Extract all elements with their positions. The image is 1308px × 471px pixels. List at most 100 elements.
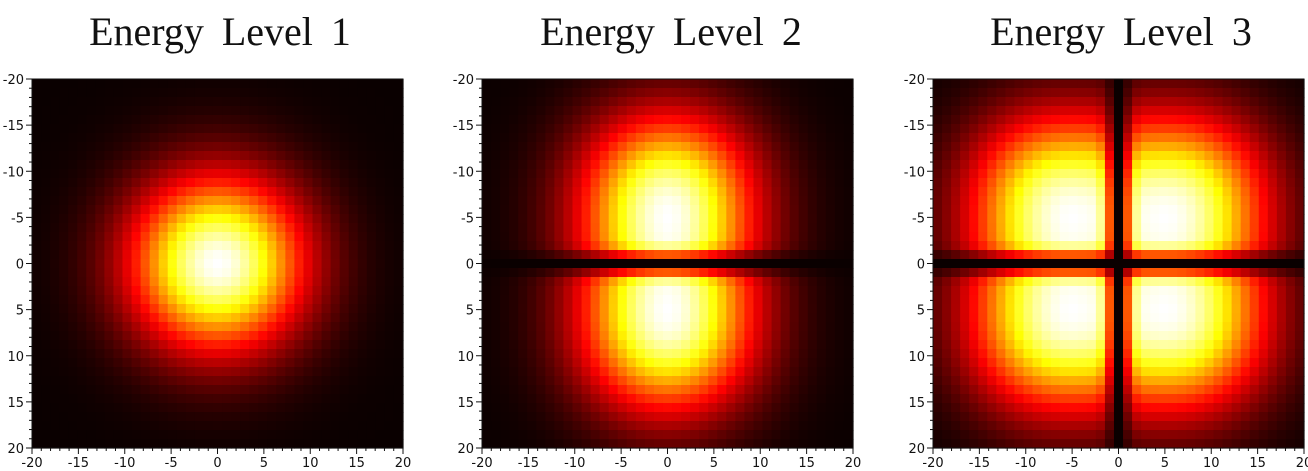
heatmap-cell (366, 178, 377, 188)
heatmap-cell (1204, 232, 1215, 242)
heatmap-cell (258, 349, 268, 359)
heatmap-cell (50, 286, 60, 296)
heatmap-cell (1285, 295, 1296, 305)
heatmap-cell (1213, 79, 1224, 89)
heatmap-cell (1059, 106, 1070, 116)
heatmap-cell (140, 277, 151, 287)
heatmap-cell (581, 79, 592, 89)
heatmap-cell (500, 196, 510, 206)
heatmap-cell (222, 430, 232, 440)
heatmap-cell (599, 88, 610, 98)
heatmap-cell (366, 142, 377, 152)
heatmap-cell (167, 340, 178, 350)
heatmap-cell (834, 124, 845, 134)
heatmap-cell (122, 232, 133, 242)
heatmap-cell (294, 259, 305, 269)
heatmap-cell (303, 340, 314, 350)
heatmap-cell (942, 358, 952, 368)
heatmap-cell (834, 178, 845, 188)
heatmap-cell (194, 115, 205, 125)
heatmap-cell (626, 394, 637, 404)
heatmap-cell (744, 196, 755, 206)
heatmap-cell (1195, 250, 1206, 260)
heatmap-cell (951, 223, 961, 233)
heatmap-cell (158, 97, 169, 107)
heatmap-cell (86, 205, 96, 215)
heatmap-cell (158, 196, 169, 206)
heatmap-cell (1213, 268, 1224, 278)
heatmap-cell (1195, 286, 1206, 296)
heatmap-cell (330, 214, 341, 224)
heatmap-cell (590, 331, 601, 341)
heatmap-cell (608, 124, 619, 134)
heatmap-cell (77, 340, 87, 350)
heatmap-cell (203, 259, 214, 269)
heatmap-cell (1068, 367, 1079, 377)
heatmap-cell (375, 133, 386, 143)
heatmap-cell (1086, 340, 1097, 350)
heatmap-cell (294, 160, 305, 170)
heatmap-cell (357, 214, 368, 224)
heatmap-cell (104, 331, 115, 341)
heatmap-cell (753, 322, 764, 332)
heatmap-cell (1014, 88, 1025, 98)
heatmap-cell (572, 196, 583, 206)
heatmap-cell (527, 124, 537, 134)
heatmap-cell (509, 97, 519, 107)
heatmap-cell (1068, 259, 1079, 269)
heatmap-cell (122, 250, 133, 260)
heatmap-cell (644, 277, 655, 287)
heatmap-cell (1258, 322, 1269, 332)
heatmap-cell (572, 394, 583, 404)
heatmap-cell (807, 322, 818, 332)
heatmap-cell (185, 430, 196, 440)
heatmap-cell (798, 214, 809, 224)
heatmap-cell (176, 196, 187, 206)
heatmap-cell (303, 430, 314, 440)
heatmap-cell (1113, 169, 1124, 179)
heatmap-cell (563, 124, 574, 134)
heatmap-cell (1222, 286, 1233, 296)
heatmap-cell (384, 250, 395, 260)
heatmap-cell (330, 313, 341, 323)
heatmap-cell (1177, 259, 1187, 269)
heatmap-cell (1050, 106, 1061, 116)
heatmap-cell (1095, 358, 1106, 368)
heatmap-cell (95, 430, 105, 440)
heatmap-cell (996, 286, 1006, 296)
heatmap-cell (536, 223, 546, 233)
heatmap-cell (590, 304, 601, 314)
heatmap-cell (834, 250, 845, 260)
heatmap-cell (267, 403, 277, 413)
heatmap-cell (843, 439, 854, 449)
heatmap-cell (708, 412, 718, 422)
heatmap-cell (167, 250, 178, 260)
heatmap-cell (933, 97, 943, 107)
heatmap-cell (185, 295, 196, 305)
heatmap-cell (1059, 232, 1070, 242)
heatmap-cell (1059, 259, 1070, 269)
heatmap-cell (312, 268, 323, 278)
heatmap-cell (321, 187, 332, 197)
heatmap-cell (969, 358, 979, 368)
heatmap-cell (267, 97, 277, 107)
heatmap-cell (599, 223, 610, 233)
heatmap-cell (527, 439, 537, 449)
heatmap-cell (375, 142, 386, 152)
heatmap-cell (635, 295, 646, 305)
heatmap-cell (95, 241, 105, 251)
heatmap-cell (1204, 214, 1215, 224)
heatmap-cell (717, 142, 727, 152)
heatmap-cell (1249, 223, 1260, 233)
heatmap-cell (563, 151, 574, 161)
heatmap-cell (762, 313, 773, 323)
heatmap-cell (131, 439, 142, 449)
heatmap-cell (1276, 88, 1287, 98)
heatmap-cell (536, 88, 546, 98)
heatmap-cell (258, 304, 268, 314)
heatmap-cell (276, 133, 286, 143)
heatmap-cell (41, 421, 51, 431)
heatmap-cell (1186, 151, 1197, 161)
heatmap-cell (1195, 232, 1206, 242)
heatmap-cell (158, 124, 169, 134)
